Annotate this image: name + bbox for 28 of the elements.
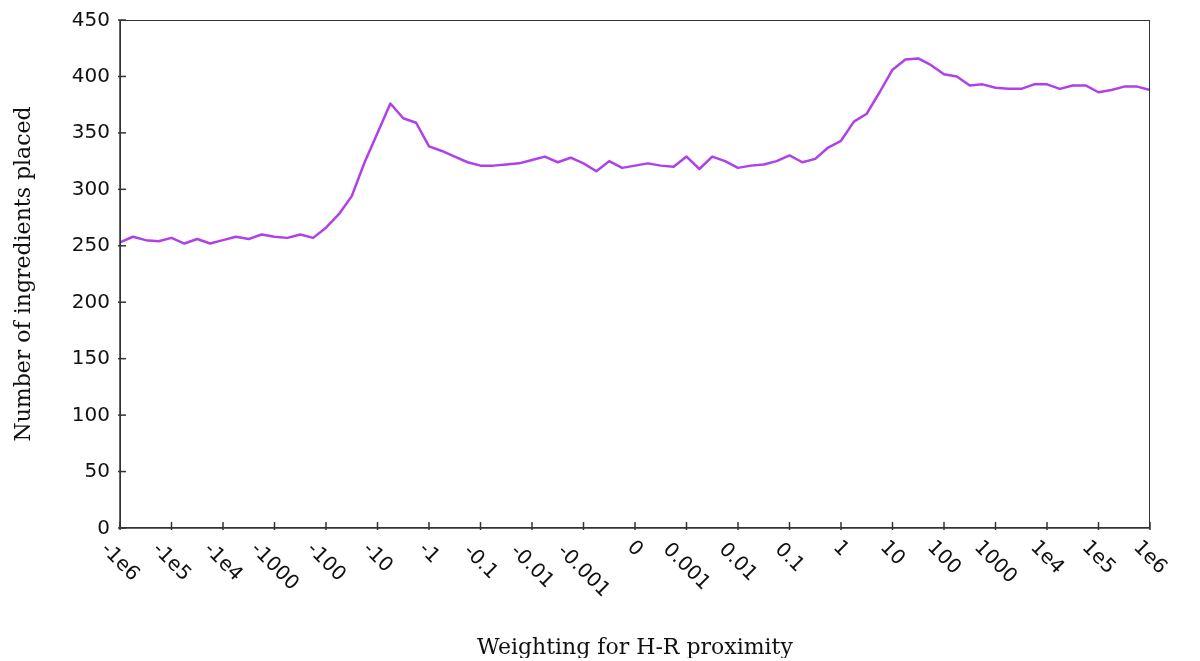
x-tick-label: -10 (358, 536, 399, 577)
x-axis-title: Weighting for H-R proximity (477, 634, 794, 659)
y-tick-label: 400 (71, 62, 110, 87)
x-tick-label: 1e6 (1129, 534, 1173, 579)
y-tick-label: 300 (71, 175, 110, 200)
y-tick-label: 0 (97, 514, 110, 539)
y-tick-label: 50 (84, 458, 110, 483)
y-tick-label: 100 (71, 401, 110, 426)
y-tick-label: 350 (71, 119, 110, 144)
x-tick-label: 1e4 (1026, 534, 1070, 579)
x-tick-label: 10 (876, 534, 912, 570)
x-tick-label: 1 (829, 534, 856, 561)
x-tick-label: -1e4 (199, 536, 249, 586)
y-tick-label: 450 (71, 6, 110, 31)
x-tick-label: -100 (302, 536, 352, 586)
x-tick-label: -1e6 (96, 536, 146, 586)
y-axis-title: Number of ingredients placed (9, 106, 35, 442)
x-tick-label: 0 (623, 534, 650, 561)
y-tick-label: 250 (71, 232, 110, 257)
x-tick-label: 0.1 (770, 536, 811, 577)
x-tick-label: -1 (414, 536, 446, 568)
y-tick-label: 200 (71, 288, 110, 313)
x-tick-label: -1e5 (148, 536, 197, 586)
x-tick-label: 100 (923, 534, 968, 579)
line-series (118, 57, 1152, 245)
y-tick-label: 150 (71, 345, 110, 370)
x-tick-label: -0.1 (459, 538, 504, 584)
x-tick-label: 1e5 (1077, 534, 1122, 579)
